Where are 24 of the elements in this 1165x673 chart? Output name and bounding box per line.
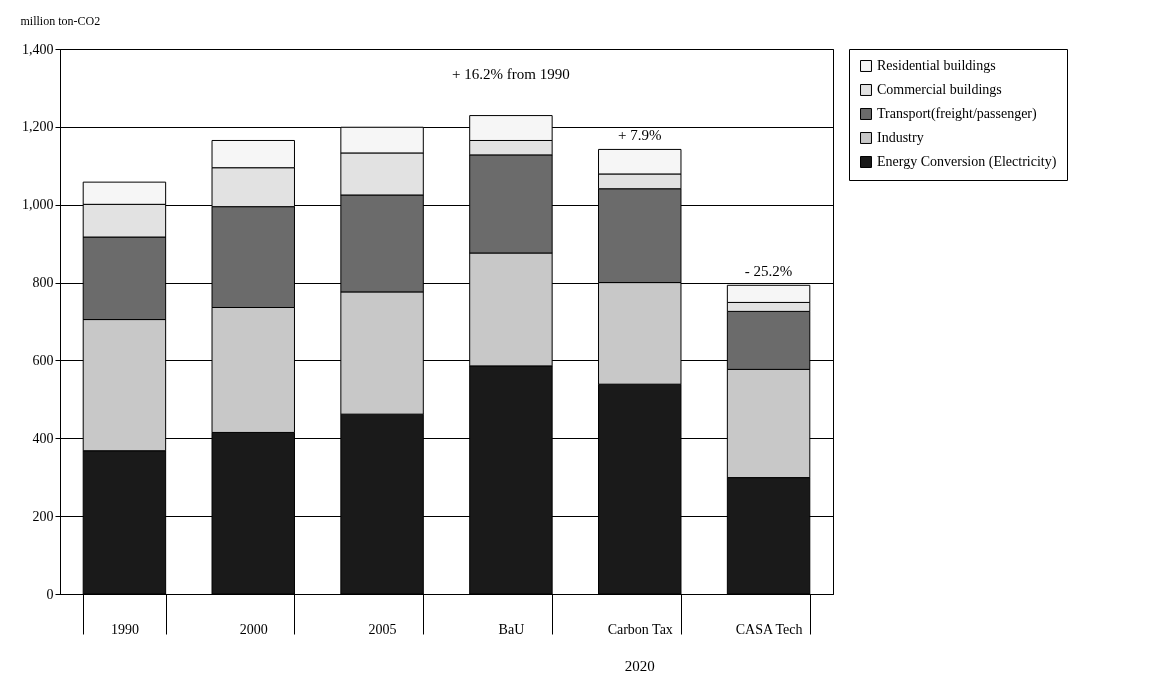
y-tick-label: 1,000 <box>22 197 54 213</box>
annotation: + 7.9% <box>618 127 662 144</box>
text: 2020 <box>624 658 655 673</box>
y-tick-label: 200 <box>32 508 54 524</box>
legend-label: Commercial buildings <box>877 82 1002 97</box>
y-axis-title: million ton-CO2 <box>20 13 101 28</box>
x-tick-label: CASA Tech <box>735 621 803 637</box>
legend-label: Transport(freight/passenger) <box>877 106 1037 122</box>
legend-label: Residential buildings <box>877 58 996 73</box>
y-tick-label: 400 <box>32 430 54 446</box>
legend-label: Industry <box>877 130 924 145</box>
x-tick-label: 1990 <box>110 621 139 637</box>
x-tick-label: 2005 <box>368 621 397 637</box>
annotation: - 25.2% <box>744 263 793 280</box>
y-tick-label: 1,400 <box>22 41 54 57</box>
x-tick-label: BaU <box>498 621 525 637</box>
y-tick-label: 1,200 <box>22 119 54 135</box>
x-tick-label: Carbon Tax <box>607 621 673 637</box>
y-tick-label: 0 <box>46 586 54 602</box>
y-tick-label: 800 <box>32 275 54 291</box>
y-tick-label: 600 <box>32 352 54 368</box>
x-tick-label: 2000 <box>239 621 268 637</box>
annotation: + 16.2% from 1990 <box>452 65 570 82</box>
legend-label: Energy Conversion (Electricity) <box>877 154 1057 170</box>
